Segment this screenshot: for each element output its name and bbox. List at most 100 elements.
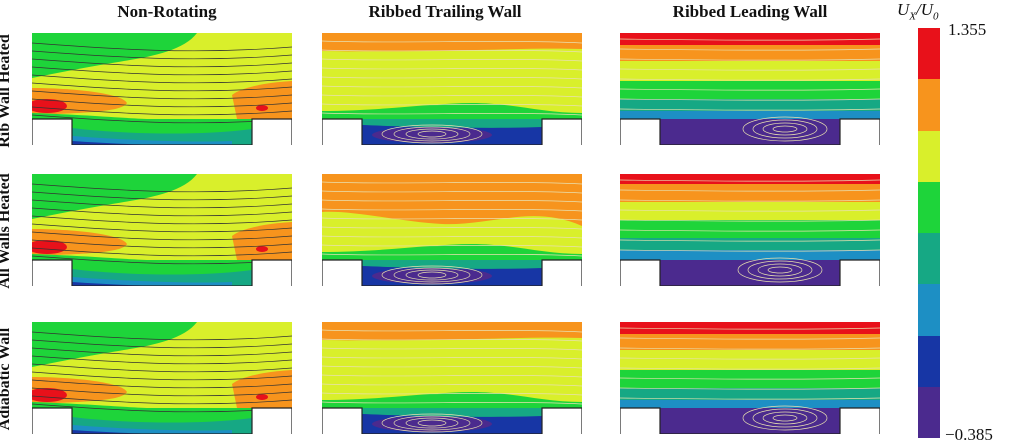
contour-band [620, 33, 880, 46]
streamline [32, 239, 292, 249]
row-title-adiabatic-wall: Adiabatic Wall [0, 327, 13, 431]
streamline [620, 48, 880, 51]
streamline [620, 38, 880, 41]
streamline [322, 49, 582, 53]
streamline [32, 231, 292, 241]
contour-orange-top [322, 174, 582, 226]
streamline [620, 78, 880, 81]
streamline [620, 367, 880, 370]
streamline [32, 82, 292, 92]
contour-green-top [32, 174, 197, 219]
vortex-streamline [752, 408, 818, 428]
rib-left [620, 119, 660, 145]
cavity-teal [362, 260, 542, 269]
cavity-darkblue [72, 282, 172, 286]
vortex-streamline [762, 122, 808, 136]
wall-outline [32, 259, 292, 286]
streamline [620, 337, 880, 340]
contour-green-bottom [322, 244, 582, 260]
streamline [322, 112, 582, 116]
streamline [322, 58, 582, 62]
streamline [32, 371, 292, 381]
rib-right [542, 408, 582, 434]
contour-band [620, 61, 880, 82]
flow-contour-svg [32, 33, 292, 145]
colorbar-level [918, 181, 940, 233]
streamline [620, 249, 880, 252]
contour-green-top [32, 33, 197, 78]
rib-left [322, 119, 362, 145]
vortex-streamline [381, 413, 483, 433]
wall-outline [620, 118, 880, 145]
streamline [32, 207, 292, 217]
contour-band [620, 388, 880, 401]
streamline [620, 98, 880, 101]
streamline [620, 239, 880, 242]
cavity-purple [660, 119, 840, 145]
contour-orange-right [232, 222, 292, 260]
streamline [32, 347, 292, 357]
cavity-purple [660, 408, 840, 434]
streamline [322, 85, 582, 89]
flow-contour-svg [322, 33, 582, 145]
panel-adiabatic-wall-trailing [322, 322, 582, 434]
vortex-streamline [742, 405, 828, 431]
contour-green-bottom [322, 103, 582, 119]
streamline [322, 347, 582, 351]
wall-outline [620, 407, 880, 434]
streamline [32, 106, 292, 116]
colorbar-level [918, 28, 940, 80]
streamline [322, 40, 582, 44]
streamline [32, 98, 292, 108]
colorbar [918, 28, 940, 438]
contour-red-left [32, 99, 67, 113]
colorbar-max-label: 1.355 [948, 20, 987, 39]
streamline [620, 229, 880, 232]
streamline [32, 223, 292, 233]
vortex-streamline [417, 271, 447, 279]
vortex-streamline [405, 269, 459, 281]
wall-outline [32, 118, 292, 145]
streamline [32, 247, 292, 257]
contour-band [620, 174, 880, 185]
cavity-purple [372, 268, 492, 284]
contour-red-right [256, 394, 268, 400]
vortex-streamline [772, 414, 798, 422]
cavity-teal [362, 408, 542, 417]
column-title-ribbed-trailing-wall: Ribbed Trailing Wall [368, 2, 522, 21]
streamline [322, 392, 582, 396]
streamline [322, 199, 582, 203]
streamline [32, 42, 292, 52]
rib-right [840, 119, 880, 145]
streamline [322, 338, 582, 342]
streamline [322, 356, 582, 360]
streamline [322, 67, 582, 71]
contour-band [620, 184, 880, 203]
flow-contour-svg [32, 174, 292, 286]
contour-red-left [32, 240, 67, 254]
streamline [322, 235, 582, 239]
cavity-blue [72, 425, 232, 434]
contour-band [620, 81, 880, 100]
contour-red-right [256, 105, 268, 111]
contour-green-top [32, 322, 197, 367]
vortex-streamline [405, 417, 459, 429]
vortex-streamline [762, 411, 808, 425]
streamline [32, 215, 292, 225]
cavity-darkblue [72, 430, 172, 434]
streamline [620, 108, 880, 111]
streamline [322, 190, 582, 194]
contour-red-right [256, 246, 268, 252]
streamline [32, 331, 292, 341]
streamline [322, 94, 582, 98]
contour-band [620, 370, 880, 389]
contour-orange-right [232, 370, 292, 408]
flow-contour-svg [620, 174, 880, 286]
colorbar-level [918, 386, 940, 438]
contour-band [620, 220, 880, 239]
rib-right [542, 119, 582, 145]
panel-adiabatic-wall-non-rotating [32, 322, 292, 434]
colorbar-level [918, 233, 940, 285]
cavity-blue [72, 136, 232, 145]
streamline [32, 66, 292, 76]
